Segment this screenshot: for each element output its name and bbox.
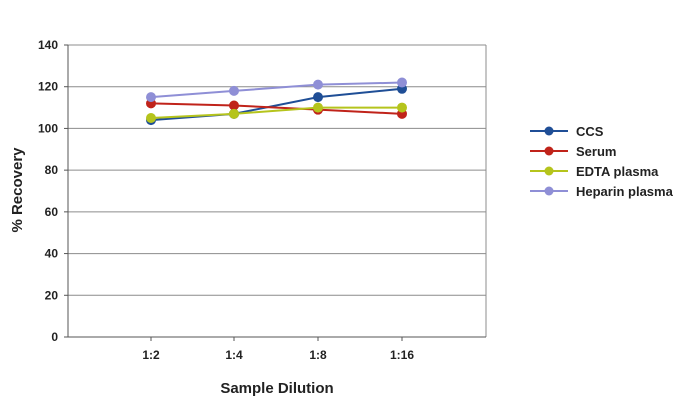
data-point [313, 92, 323, 103]
legend-item: CCS [530, 124, 604, 139]
y-tick-label: 20 [45, 288, 59, 302]
y-tick-label: 0 [51, 330, 58, 344]
x-tick-label: 1:2 [142, 348, 160, 362]
data-point [229, 85, 239, 96]
data-point [229, 108, 239, 119]
legend-label: EDTA plasma [576, 164, 659, 179]
data-point [146, 113, 156, 123]
legend-label: Serum [576, 144, 616, 159]
legend-item: EDTA plasma [530, 164, 659, 179]
legend-swatch-marker [544, 186, 554, 196]
series-lines [146, 77, 407, 126]
y-tick-label: 120 [38, 80, 58, 94]
series-line [150, 106, 402, 119]
x-tick-labels: 1:2 1:4 1:8 1:16 [142, 348, 414, 362]
series-line [150, 102, 403, 115]
data-point [313, 79, 323, 90]
data-point [313, 102, 323, 113]
data-point [146, 92, 156, 103]
y-axis-title: % Recovery [9, 147, 26, 233]
x-tick-label: 1:8 [309, 348, 327, 362]
x-axis-title: Sample Dilution [220, 380, 333, 397]
legend-item: Heparin plasma [530, 184, 674, 199]
series-line [150, 81, 403, 99]
data-point [397, 77, 407, 88]
y-tick-label: 40 [45, 247, 59, 261]
legend-swatch-marker [544, 166, 554, 176]
axes [64, 44, 487, 341]
y-tick-label: 60 [45, 205, 59, 219]
legend-swatch-marker [544, 126, 554, 136]
x-tick-label: 1:16 [390, 348, 414, 362]
series-heparin-plasma [146, 77, 407, 103]
legend-item: Serum [530, 144, 616, 159]
x-tick-label: 1:4 [225, 348, 243, 362]
legend-label: Heparin plasma [576, 184, 674, 199]
grid-lines [68, 44, 486, 296]
series-edta-plasma [146, 102, 407, 123]
data-point [229, 100, 239, 111]
legend: CCS Serum EDTA plasma Heparin plasma [530, 124, 674, 199]
legend-swatch-marker [544, 146, 554, 156]
data-point [397, 102, 407, 113]
series-line [150, 87, 403, 122]
y-tick-label: 140 [38, 38, 58, 52]
y-tick-label: 80 [45, 163, 59, 177]
legend-label: CCS [576, 124, 604, 139]
y-tick-labels: 0 20 40 60 80 100 120 140 [38, 38, 58, 344]
y-tick-label: 100 [38, 121, 58, 135]
